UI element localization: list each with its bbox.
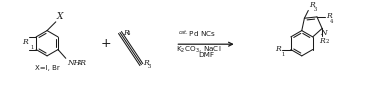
Text: R: R — [275, 45, 281, 53]
Text: 2: 2 — [78, 60, 81, 65]
Text: 1: 1 — [282, 52, 285, 57]
Text: N: N — [320, 29, 326, 37]
Text: DMF: DMF — [198, 52, 214, 58]
Text: R: R — [319, 37, 325, 45]
Text: X: X — [57, 12, 63, 21]
Text: 3: 3 — [148, 63, 151, 69]
Text: R: R — [143, 59, 149, 67]
Text: $^{cat.}$Pd NCs: $^{cat.}$Pd NCs — [178, 28, 216, 39]
Text: X=I, Br: X=I, Br — [35, 65, 59, 71]
Text: R: R — [22, 38, 27, 46]
Text: R: R — [123, 29, 129, 37]
Text: 3: 3 — [314, 7, 317, 12]
Text: R: R — [309, 1, 315, 9]
Text: NHR: NHR — [67, 59, 86, 67]
Text: +: + — [101, 37, 112, 50]
Text: K$_2$CO$_3$, NaCl: K$_2$CO$_3$, NaCl — [177, 45, 222, 55]
Text: 4: 4 — [330, 19, 333, 24]
Text: R: R — [326, 12, 332, 20]
Text: 1: 1 — [31, 45, 34, 50]
Text: 2: 2 — [326, 39, 329, 44]
Text: 4: 4 — [127, 31, 131, 36]
